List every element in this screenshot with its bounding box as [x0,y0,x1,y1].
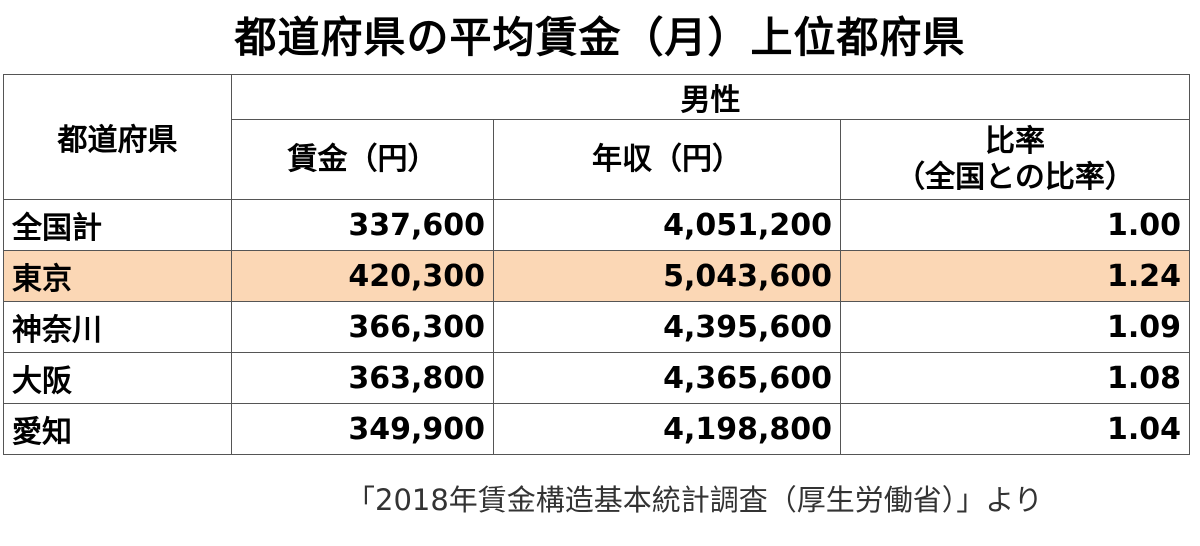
header-prefecture: 都道府県 [3,74,232,200]
row-wage: 349,900 [231,403,494,455]
header-wage: 賃金（円） [231,119,494,200]
table-row-kanagawa: 神奈川 366,300 4,395,600 1.09 [3,301,1191,353]
row-name: 東京 [3,250,232,302]
row-income: 4,365,600 [493,352,841,404]
row-ratio: 1.04 [839,403,1191,455]
row-ratio: 1.24 [839,250,1191,302]
table-row-osaka: 大阪 363,800 4,365,600 1.08 [3,352,1191,404]
header-ratio: 比率 （全国との比率） [839,119,1191,200]
table-row-aichi: 愛知 349,900 4,198,800 1.04 [3,403,1191,455]
header-income: 年収（円） [493,119,841,200]
wage-table: 都道府県 男性 賃金（円） 年収（円） 比率 （全国との比率） 全国計 337,… [3,74,1191,455]
page-title: 都道府県の平均賃金（月）上位都府県 [234,13,966,62]
row-ratio: 1.00 [839,199,1191,251]
header-row-group: 都道府県 男性 [3,74,1191,200]
table-row-tokyo: 東京 420,300 5,043,600 1.24 [3,250,1191,302]
row-income: 5,043,600 [493,250,841,302]
table-row-national: 全国計 337,600 4,051,200 1.00 [3,199,1191,251]
row-name: 神奈川 [3,301,232,353]
row-income: 4,198,800 [493,403,841,455]
row-wage: 337,600 [231,199,494,251]
header-ratio-line1: 比率 [985,123,1046,159]
header-ratio-line2: （全国との比率） [895,159,1135,195]
row-ratio: 1.09 [839,301,1191,353]
row-name: 大阪 [3,352,232,404]
source-note: 「2018年賃金構造基本統計調査（厚生労働省）」より [346,483,1043,517]
row-wage: 420,300 [231,250,494,302]
header-row-columns: 賃金（円） 年収（円） 比率 （全国との比率） [4,119,1191,200]
row-name: 全国計 [3,199,232,251]
row-wage: 366,300 [231,301,494,353]
row-income: 4,051,200 [493,199,841,251]
row-ratio: 1.08 [839,352,1191,404]
header-male: 男性 [230,74,1191,120]
row-name: 愛知 [3,403,232,455]
row-wage: 363,800 [231,352,494,404]
row-income: 4,395,600 [493,301,841,353]
